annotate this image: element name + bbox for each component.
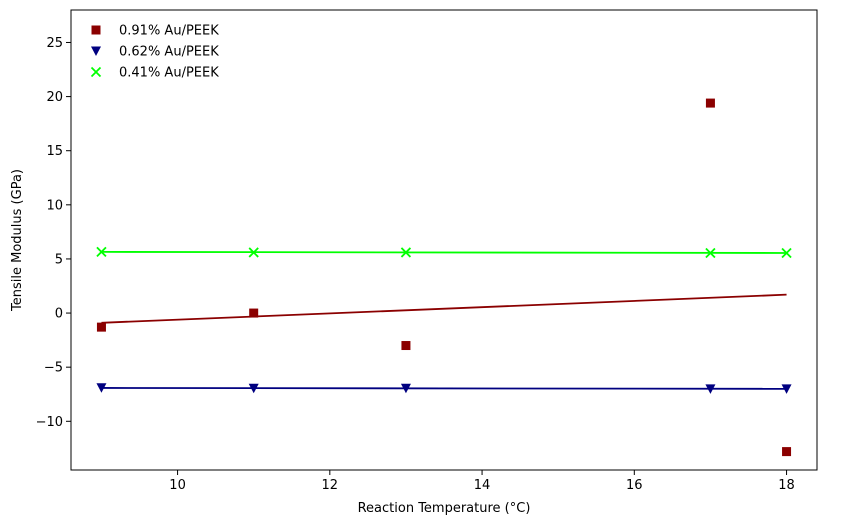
legend: 0.91% Au/PEEK 0.62% Au/PEEK 0.41% Au/PEEK — [90, 24, 219, 81]
fit-line — [101, 387, 787, 390]
y-tick-label: −5 — [44, 361, 63, 376]
y-tick-label: 25 — [46, 36, 63, 51]
data-point-triangle — [248, 383, 259, 394]
data-point-square — [401, 341, 411, 351]
data-point-x — [781, 247, 792, 259]
data-point-square — [705, 98, 715, 108]
data-point-x — [705, 247, 716, 259]
x-tick-label: 12 — [322, 478, 339, 493]
data-point-square — [96, 322, 106, 332]
y-tick-label: 20 — [46, 90, 63, 105]
plot-area — [70, 9, 818, 471]
x-tick-label: 16 — [626, 478, 643, 493]
data-point-square — [249, 308, 259, 318]
legend-entry-label: 0.41% Au/PEEK — [119, 66, 219, 81]
y-tick-label: 5 — [55, 252, 63, 267]
y-axis-ticks: −10 −5 0 5 10 15 20 25 — [36, 36, 71, 430]
y-axis-label: Tensile Modulus (GPa) — [10, 169, 25, 312]
x-axis-ticks: 10 12 14 16 18 — [169, 470, 795, 493]
x-tick-label: 14 — [474, 478, 491, 493]
data-point-triangle — [96, 383, 107, 393]
fit-lines — [101, 251, 787, 390]
data-point-x — [400, 247, 412, 258]
data-point-triangle — [91, 46, 101, 56]
y-tick-label: 15 — [46, 144, 63, 159]
y-tick-label: 10 — [46, 198, 63, 213]
data-point-square — [782, 447, 792, 457]
fit-line — [101, 251, 787, 254]
data-point-x — [90, 66, 102, 78]
x-tick-label: 10 — [169, 478, 186, 493]
data-point-x — [96, 246, 107, 258]
y-tick-label: −10 — [36, 415, 63, 430]
fit-line — [101, 293, 787, 324]
x-axis-label: Reaction Temperature (°C) — [358, 501, 531, 516]
legend-entry-label: 0.62% Au/PEEK — [119, 45, 219, 60]
data-point-triangle — [400, 383, 411, 394]
y-tick-label: 0 — [55, 307, 63, 322]
data-point-triangle — [705, 384, 716, 394]
data-point-square — [91, 25, 101, 35]
data-point-x — [248, 247, 259, 258]
data-point-triangle — [781, 384, 792, 394]
data-points — [96, 98, 792, 457]
legend-entry-label: 0.91% Au/PEEK — [119, 24, 219, 39]
x-tick-label: 18 — [778, 478, 795, 493]
